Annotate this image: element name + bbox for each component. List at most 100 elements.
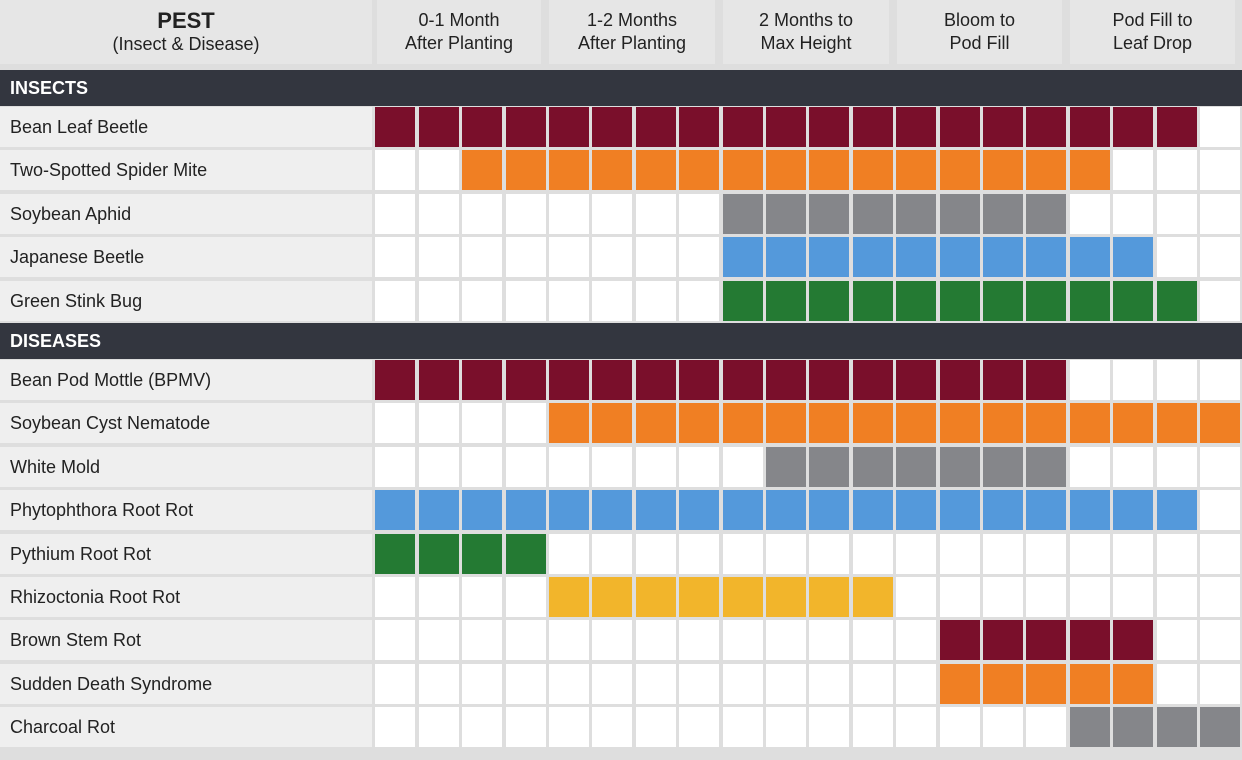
timeline-empty-cell [896, 620, 937, 661]
timeline-bar-cell [766, 150, 806, 191]
timeline-bar-cell [852, 360, 893, 400]
timeline-empty-cell [983, 577, 1023, 617]
row-label: Soybean Aphid [10, 203, 132, 224]
timeline-bar-cell [1069, 107, 1110, 147]
timeline-empty-cell [1113, 150, 1154, 191]
timeline-bar-cell [983, 193, 1023, 234]
timeline-empty-cell [679, 620, 720, 661]
row-label-cell [0, 577, 372, 617]
timeline-bar-cell [809, 280, 850, 321]
stage-header: Pod Fill to Leaf Drop [1070, 0, 1235, 64]
timeline-empty-cell [592, 707, 633, 748]
timeline-bar-cell [896, 107, 937, 147]
stage-header: Bloom to Pod Fill [897, 0, 1062, 64]
timeline-empty-cell [418, 707, 459, 748]
timeline-empty-cell [1113, 360, 1154, 400]
timeline-empty-cell [1156, 446, 1197, 487]
timeline-bar-cell [722, 107, 763, 147]
timeline-empty-cell [505, 577, 546, 617]
row-label-cell [0, 280, 372, 321]
timeline-empty-cell [939, 707, 980, 748]
timeline-bar-cell [983, 237, 1023, 278]
timeline-empty-cell [896, 577, 937, 617]
stage-header-line1: 2 Months to [758, 10, 854, 30]
timeline-bar-cell [852, 150, 893, 191]
timeline-bar-cell [1200, 403, 1240, 444]
timeline-bar-cell [375, 533, 416, 574]
timeline-bar-cell [462, 360, 503, 400]
timeline-empty-cell [635, 707, 676, 748]
timeline-empty-cell [418, 446, 459, 487]
timeline-bar-cell [592, 577, 633, 617]
timeline-empty-cell [1113, 446, 1154, 487]
row-label: White Mold [10, 456, 101, 477]
timeline-empty-cell [375, 150, 416, 191]
timeline-empty-cell [375, 663, 416, 704]
timeline-empty-cell [1156, 663, 1197, 704]
stage-header: 1-2 Months After Planting [549, 0, 715, 64]
timeline-bar-cell [679, 150, 720, 191]
timeline-empty-cell [1200, 280, 1240, 321]
timeline-empty-cell [375, 403, 416, 444]
timeline-empty-cell [635, 620, 676, 661]
timeline-empty-cell [635, 533, 676, 574]
timeline-empty-cell [375, 707, 416, 748]
timeline-empty-cell [1200, 107, 1240, 147]
timeline-bar-cell [983, 620, 1023, 661]
timeline-bar-cell [852, 446, 893, 487]
timeline-bar-cell [549, 490, 589, 531]
section-header-diseases: DISEASES [0, 323, 1242, 359]
timeline-empty-cell [896, 533, 937, 574]
timeline-empty-cell [592, 280, 633, 321]
timeline-bar-cell [1113, 490, 1154, 531]
timeline-bar-cell [1156, 707, 1197, 748]
timeline-bar-cell [809, 237, 850, 278]
timeline-empty-cell [1026, 707, 1067, 748]
timeline-empty-cell [505, 446, 546, 487]
timeline-empty-cell [809, 533, 850, 574]
timeline-bar-cell [896, 360, 937, 400]
timeline-bar-cell [983, 150, 1023, 191]
timeline-empty-cell [505, 620, 546, 661]
timeline-empty-cell [1200, 533, 1240, 574]
timeline-empty-cell [1113, 577, 1154, 617]
timeline-empty-cell [1200, 490, 1240, 531]
timeline-bar-cell [505, 360, 546, 400]
timeline-bar-cell [896, 490, 937, 531]
timeline-bar-cell [1069, 150, 1110, 191]
timeline-empty-cell [1200, 193, 1240, 234]
timeline-bar-cell [766, 577, 806, 617]
row-label-cell [0, 620, 372, 661]
timeline-empty-cell [679, 446, 720, 487]
timeline-empty-cell [766, 533, 806, 574]
timeline-empty-cell [462, 403, 503, 444]
timeline-empty-cell [418, 237, 459, 278]
timeline-bar-cell [635, 577, 676, 617]
timeline-empty-cell [1156, 360, 1197, 400]
timeline-empty-cell [1200, 620, 1240, 661]
timeline-empty-cell [375, 577, 416, 617]
timeline-bar-cell [939, 663, 980, 704]
timeline-empty-cell [549, 620, 589, 661]
timeline-bar-cell [809, 403, 850, 444]
timeline-empty-cell [592, 663, 633, 704]
timeline-bar-cell [852, 403, 893, 444]
timeline-bar-cell [1026, 403, 1067, 444]
timeline-bar-cell [766, 446, 806, 487]
timeline-empty-cell [1156, 620, 1197, 661]
timeline-bar-cell [679, 490, 720, 531]
row-label-cell [0, 360, 372, 400]
timeline-empty-cell [549, 663, 589, 704]
timeline-empty-cell [809, 663, 850, 704]
timeline-empty-cell [766, 707, 806, 748]
timeline-bar-cell [809, 360, 850, 400]
timeline-empty-cell [1113, 193, 1154, 234]
timeline-bar-cell [896, 193, 937, 234]
timeline-bar-cell [549, 577, 589, 617]
timeline-bar-cell [939, 280, 980, 321]
timeline-bar-cell [939, 107, 980, 147]
timeline-bar-cell [766, 360, 806, 400]
timeline-empty-cell [1069, 577, 1110, 617]
timeline-empty-cell [852, 663, 893, 704]
